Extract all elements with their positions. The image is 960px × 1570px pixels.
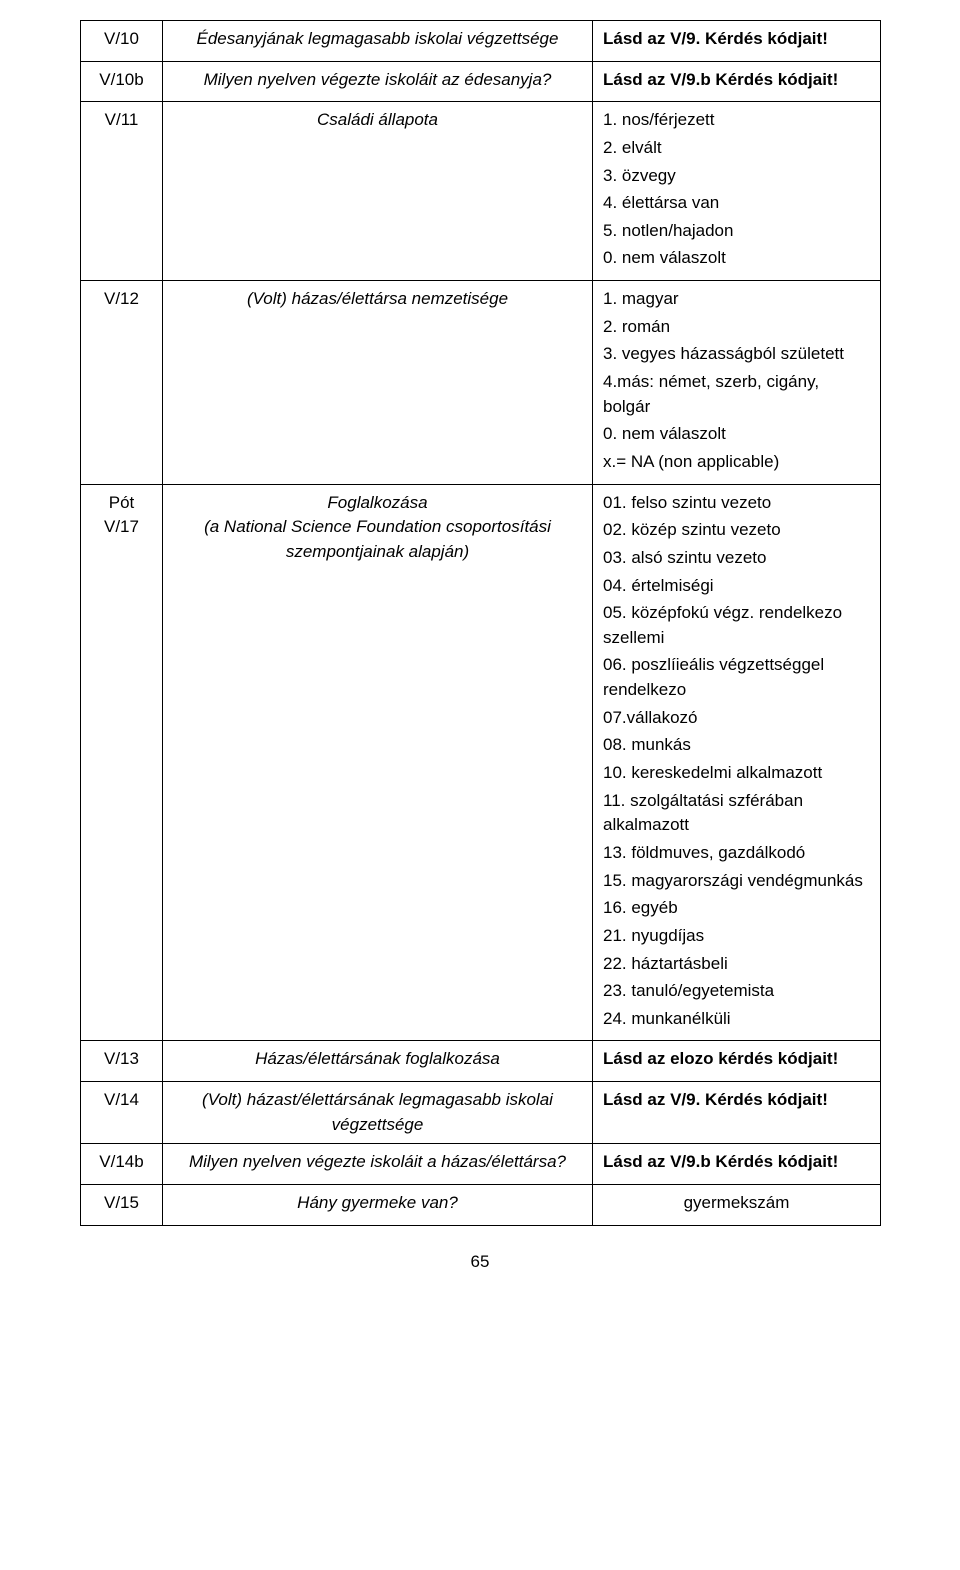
- answer-line: 3. vegyes házasságból született: [603, 342, 870, 367]
- answer-line: 1. nos/férjezett: [603, 108, 870, 133]
- answer-line: 3. özvegy: [603, 164, 870, 189]
- question-cell: Édesanyjának legmagasabb iskolai végzett…: [163, 21, 593, 62]
- document-page: V/10Édesanyjának legmagasabb iskolai vég…: [0, 0, 960, 1302]
- answer-line: 02. közép szintu vezeto: [603, 518, 870, 543]
- code-cell: V/12: [81, 281, 163, 484]
- answer-line: 4. élettársa van: [603, 191, 870, 216]
- answer-cell: Lásd az V/9. Kérdés kódjait!: [593, 1082, 881, 1144]
- code-cell: V/13: [81, 1041, 163, 1082]
- code-cell: V/10: [81, 21, 163, 62]
- answer-line: 2. román: [603, 315, 870, 340]
- answer-line: 1. magyar: [603, 287, 870, 312]
- answer-line: 24. munkanélküli: [603, 1007, 870, 1032]
- code-cell: V/10b: [81, 61, 163, 102]
- answer-line: 0. nem válaszolt: [603, 422, 870, 447]
- answer-line: gyermekszám: [603, 1191, 870, 1216]
- answer-line: Lásd az V/9. Kérdés kódjait!: [603, 1088, 870, 1113]
- question-cell: Hány gyermeke van?: [163, 1184, 593, 1225]
- answer-cell: Lásd az V/9.b Kérdés kódjait!: [593, 1144, 881, 1185]
- codebook-table: V/10Édesanyjának legmagasabb iskolai vég…: [80, 20, 881, 1226]
- answer-line: 22. háztartásbeli: [603, 952, 870, 977]
- answer-cell: 1. nos/férjezett 2. elvált 3. özvegy4. éle…: [593, 102, 881, 281]
- answer-cell: 1. magyar 2. román3. vegyes házasságból s…: [593, 281, 881, 484]
- table-row: V/11Családi állapota 1. nos/férjezett 2. e…: [81, 102, 881, 281]
- answer-line: 11. szolgáltatási szférában alkalmazott: [603, 789, 870, 838]
- page-number: 65: [80, 1252, 880, 1272]
- code-cell: V/11: [81, 102, 163, 281]
- code-cell: Pót V/17: [81, 484, 163, 1041]
- answer-line: Lásd az V/9.b Kérdés kódjait!: [603, 68, 870, 93]
- answer-line: 04. értelmiségi: [603, 574, 870, 599]
- answer-cell: 01. felso szintu vezeto02. közép szintu …: [593, 484, 881, 1041]
- answer-line: 05. középfokú végz. rendelkezo szellemi: [603, 601, 870, 650]
- answer-line: 2. elvált: [603, 136, 870, 161]
- answer-line: 10. kereskedelmi alkalmazott: [603, 761, 870, 786]
- table-row: V/10Édesanyjának legmagasabb iskolai vég…: [81, 21, 881, 62]
- answer-cell: gyermekszám: [593, 1184, 881, 1225]
- table-row: V/12(Volt) házas/élettársa nemzetisége1.…: [81, 281, 881, 484]
- table-row: V/14(Volt) házast/élettársának legmagasa…: [81, 1082, 881, 1144]
- question-cell: Foglalkozása(a National Science Foundati…: [163, 484, 593, 1041]
- answer-line: Lásd az V/9. Kérdés kódjait!: [603, 27, 870, 52]
- answer-line: 0. nem válaszolt: [603, 246, 870, 271]
- answer-line: 4.más: német, szerb, cigány, bolgár: [603, 370, 870, 419]
- answer-line: 06. poszlíieális végzettséggel rendelkez…: [603, 653, 870, 702]
- question-cell: (Volt) házast/élettársának legmagasabb i…: [163, 1082, 593, 1144]
- answer-line: 21. nyugdíjas: [603, 924, 870, 949]
- answer-line: 01. felso szintu vezeto: [603, 491, 870, 516]
- answer-line: 03. alsó szintu vezeto: [603, 546, 870, 571]
- answer-line: 07.vállakozó: [603, 706, 870, 731]
- answer-line: 16. egyéb: [603, 896, 870, 921]
- answer-line: x.= NA (non applicable): [603, 450, 870, 475]
- table-row: V/15Hány gyermeke van? gyermekszám: [81, 1184, 881, 1225]
- code-cell: V/14: [81, 1082, 163, 1144]
- question-cell: Házas/élettársának foglalkozása: [163, 1041, 593, 1082]
- answer-line: 08. munkás: [603, 733, 870, 758]
- table-row: V/10bMilyen nyelven végezte iskoláit az …: [81, 61, 881, 102]
- answer-line: 13. földmuves, gazdálkodó: [603, 841, 870, 866]
- answer-cell: Lásd az V/9. Kérdés kódjait!: [593, 21, 881, 62]
- code-cell: V/14b: [81, 1144, 163, 1185]
- answer-line: Lásd az elozo kérdés kódjait!: [603, 1047, 870, 1072]
- answer-line: 5. notlen/hajadon: [603, 219, 870, 244]
- answer-cell: Lásd az elozo kérdés kódjait!: [593, 1041, 881, 1082]
- table-row: V/13Házas/élettársának foglalkozása Lásd …: [81, 1041, 881, 1082]
- code-cell: V/15: [81, 1184, 163, 1225]
- question-cell: Családi állapota: [163, 102, 593, 281]
- answer-cell: Lásd az V/9.b Kérdés kódjait!: [593, 61, 881, 102]
- question-cell: Milyen nyelven végezte iskoláit a házas/…: [163, 1144, 593, 1185]
- answer-line: 23. tanuló/egyetemista: [603, 979, 870, 1004]
- question-cell: Milyen nyelven végezte iskoláit az édesa…: [163, 61, 593, 102]
- answer-line: Lásd az V/9.b Kérdés kódjait!: [603, 1150, 870, 1175]
- question-cell: (Volt) házas/élettársa nemzetisége: [163, 281, 593, 484]
- table-row: Pót V/17Foglalkozása(a National Science …: [81, 484, 881, 1041]
- table-row: V/14bMilyen nyelven végezte iskoláit a h…: [81, 1144, 881, 1185]
- answer-line: 15. magyarországi vendégmunkás: [603, 869, 870, 894]
